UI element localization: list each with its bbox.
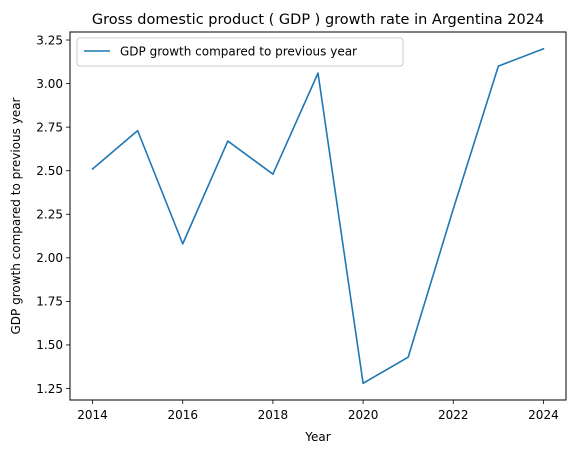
y-axis: 1.25 1.50 1.75 2.00 2.25 2.50 2.75 3.00 3.25 [36, 33, 70, 396]
x-tick-label: 2022 [438, 408, 469, 422]
y-axis-label: GDP growth compared to previous year [9, 97, 23, 334]
series-line-gdp-growth [91, 47, 545, 385]
plot-area: 2014 2016 2018 2020 2022 2024 1.25 1.50 1.75 2.0… [36, 31, 567, 422]
y-tick-label: 2.50 [36, 164, 63, 178]
x-tick-label: 2020 [348, 408, 379, 422]
x-tick-label: 2018 [258, 408, 289, 422]
y-tick-label: 1.50 [36, 338, 63, 352]
y-tick-label: 1.25 [36, 382, 63, 396]
y-tick-label: 2.75 [36, 120, 63, 134]
legend: GDP growth compared to previous year [76, 37, 404, 67]
legend-label: GDP growth compared to previous year [120, 45, 357, 59]
chart-title: Gross domestic product ( GDP ) growth ra… [92, 12, 544, 28]
x-tick-label: 2016 [167, 408, 198, 422]
x-axis-label: Year [304, 430, 330, 444]
y-tick-label: 2.00 [36, 251, 63, 265]
y-tick-label: 2.25 [36, 208, 63, 222]
x-tick-label: 2024 [528, 408, 559, 422]
y-tick-label: 3.00 [36, 77, 63, 91]
legend-box [76, 37, 404, 67]
y-tick-label: 1.75 [36, 295, 63, 309]
x-axis: 2014 2016 2018 2020 2022 2024 [77, 400, 559, 422]
plot-frame [69, 31, 567, 401]
y-tick-label: 3.25 [36, 33, 63, 47]
x-tick-label: 2014 [77, 408, 108, 422]
